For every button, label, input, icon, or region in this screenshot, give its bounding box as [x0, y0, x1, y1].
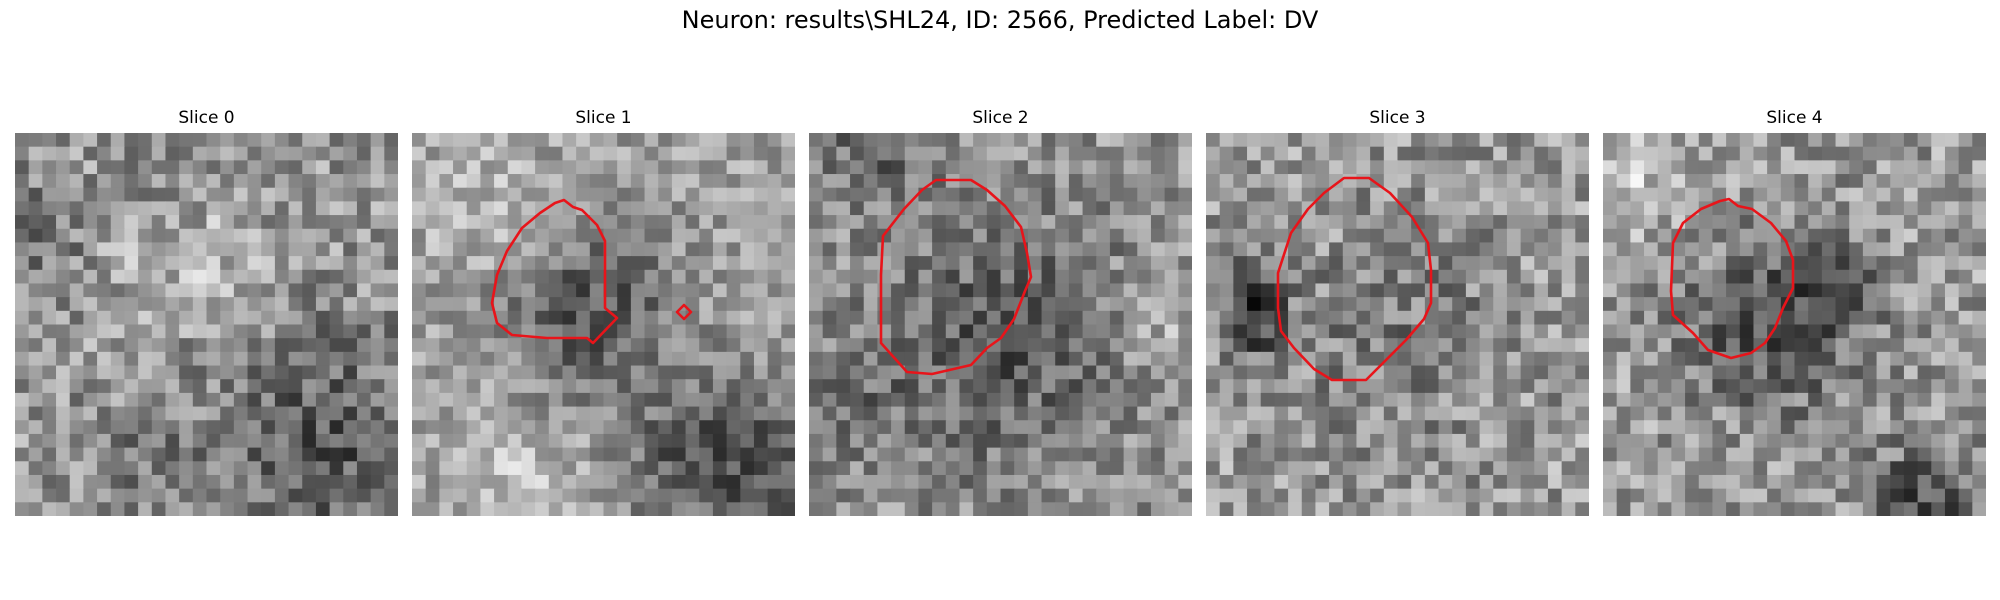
slice-image-0	[15, 133, 398, 516]
slice-image-3	[1206, 133, 1589, 516]
slice-image-4	[1603, 133, 1986, 516]
slice-title-0: Slice 0	[178, 108, 235, 128]
slice-title-4: Slice 4	[1766, 108, 1823, 128]
slice-image-1	[412, 133, 795, 516]
slice-panel-3: Slice 3	[1206, 108, 1589, 518]
cell-contour-1	[490, 198, 693, 345]
cell-contour-2	[879, 178, 1033, 376]
slice-image-2	[809, 133, 1192, 516]
slice-panel-4: Slice 4	[1603, 108, 1986, 518]
slice-panel-2: Slice 2	[809, 108, 1192, 518]
cell-contour-4	[1669, 197, 1795, 360]
slice-panel-1: Slice 1	[412, 108, 795, 518]
cell-contour-3	[1276, 176, 1433, 382]
slice-title-1: Slice 1	[575, 108, 632, 128]
figure-title: Neuron: results\SHL24, ID: 2566, Predict…	[681, 6, 1319, 34]
slice-title-3: Slice 3	[1369, 108, 1426, 128]
slice-panel-0: Slice 0	[15, 108, 398, 518]
slice-title-2: Slice 2	[972, 108, 1029, 128]
